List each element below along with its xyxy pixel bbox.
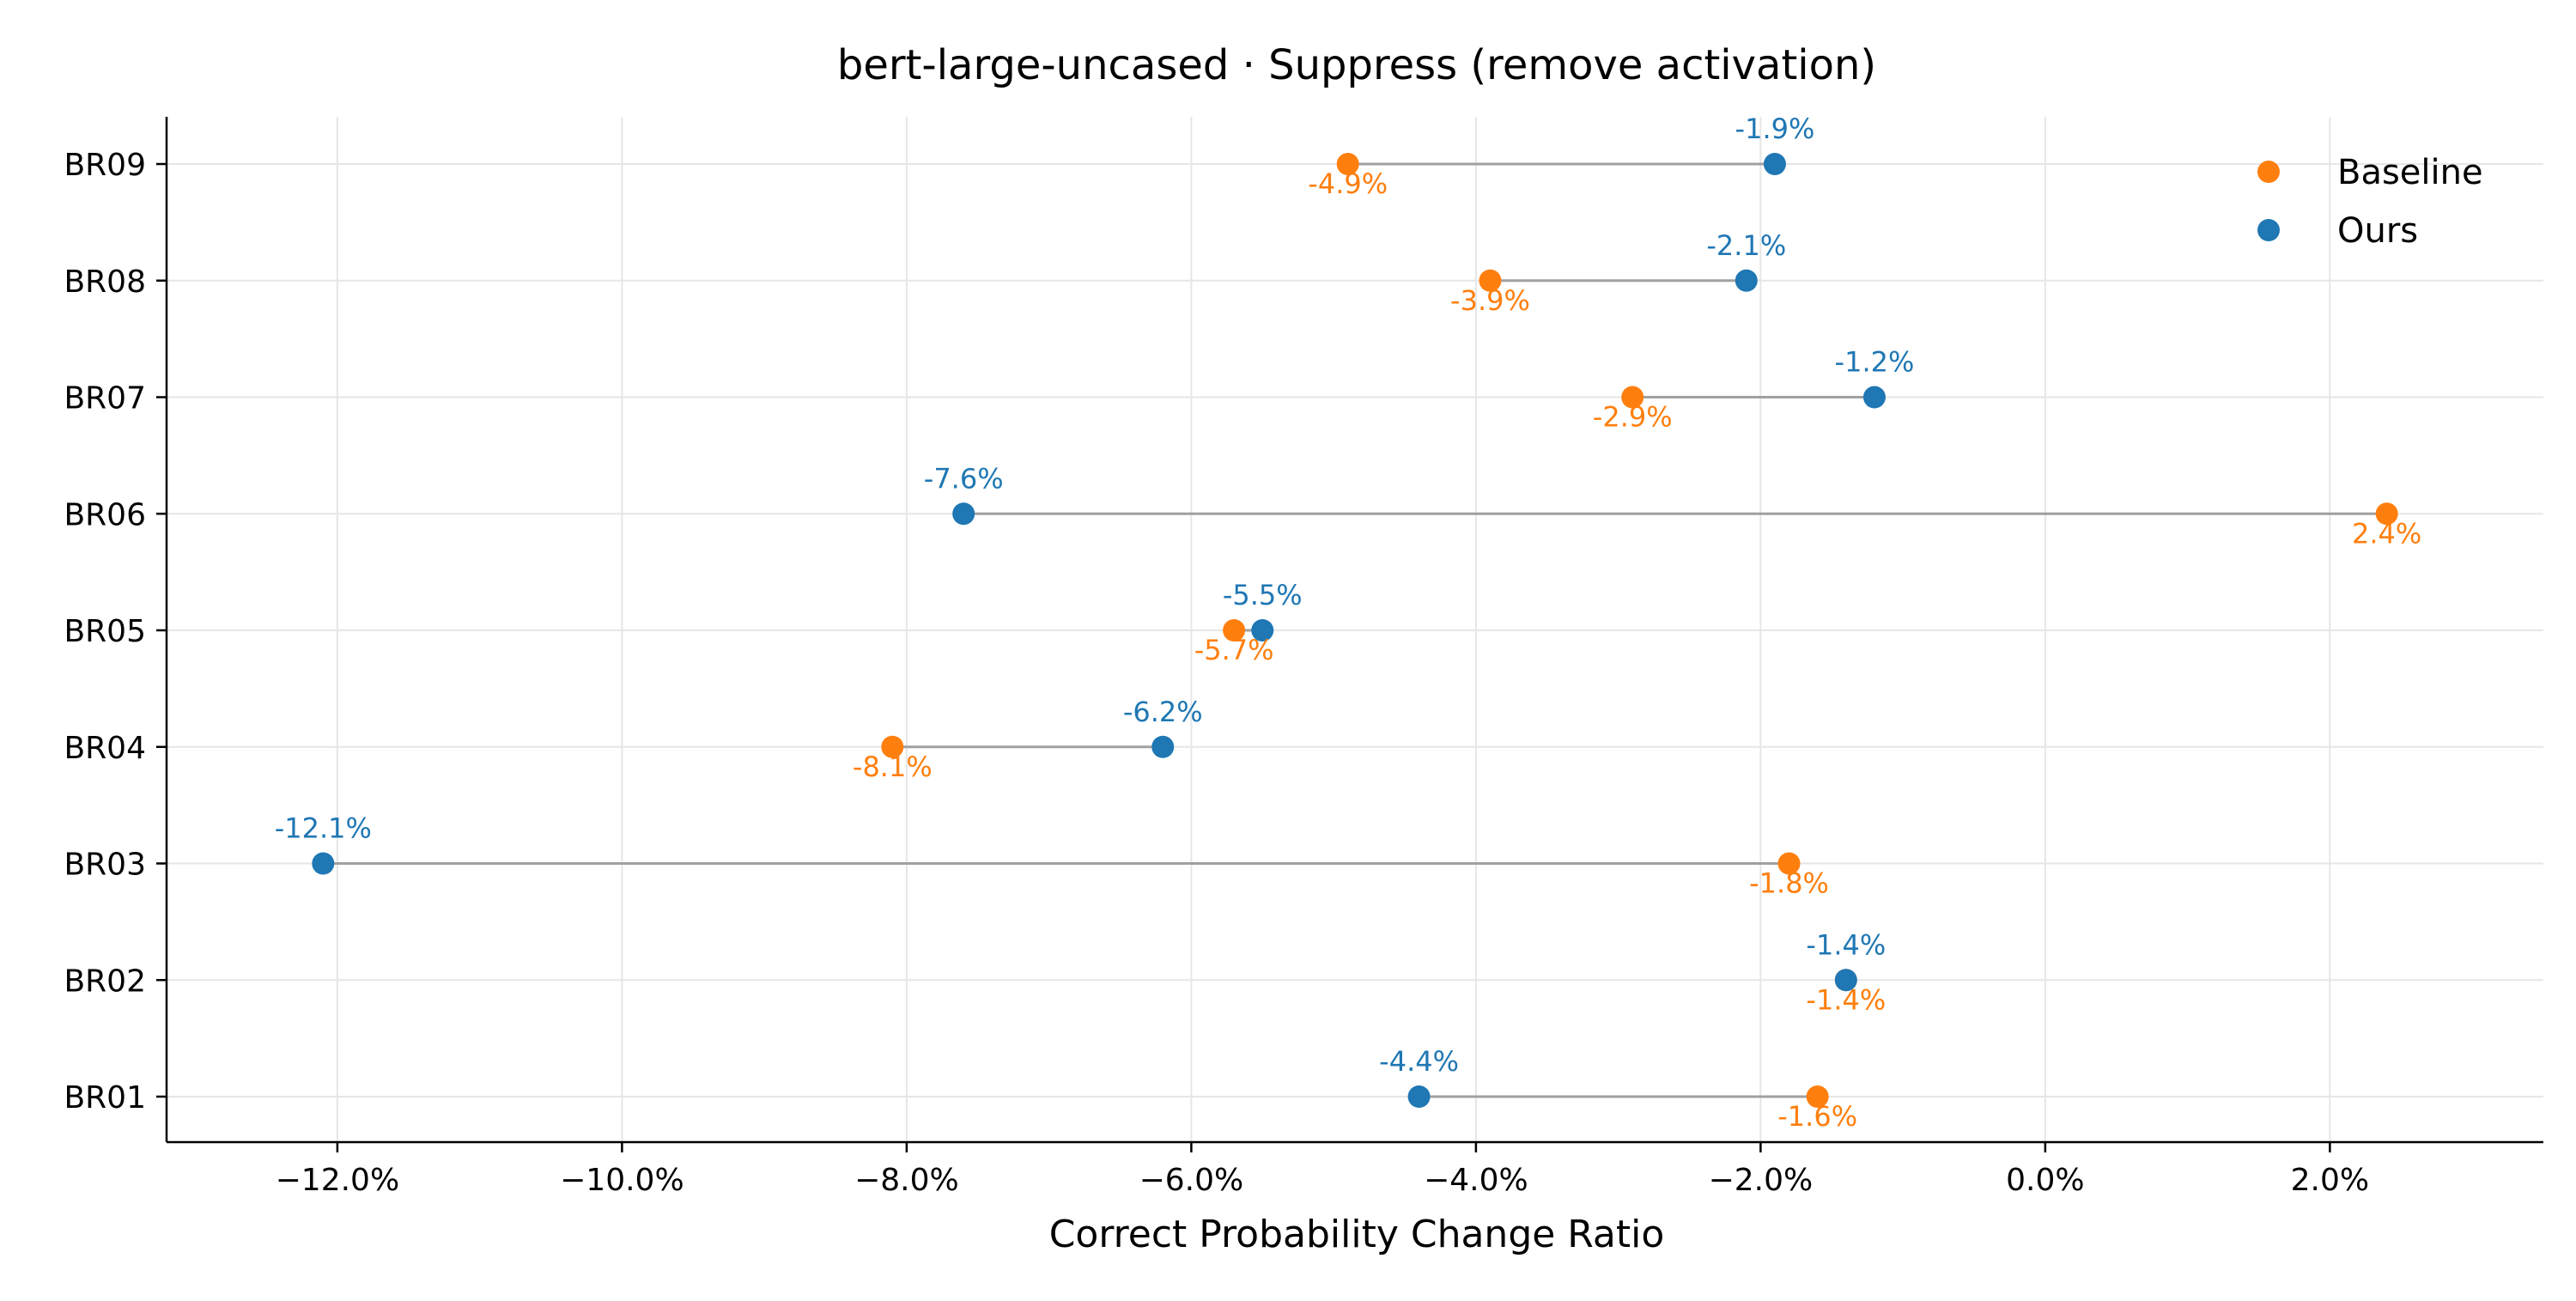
x-tick-label: −8.0% xyxy=(854,1163,959,1198)
baseline-point xyxy=(1806,1085,1829,1108)
legend-label-baseline: Baseline xyxy=(2337,153,2483,192)
baseline-data-label: -8.1% xyxy=(853,751,933,783)
ours-data-label: -12.1% xyxy=(275,812,372,845)
ours-point xyxy=(1763,153,1786,175)
ours-data-label: -1.9% xyxy=(1735,112,1815,145)
ours-point xyxy=(1407,1085,1431,1108)
baseline-point xyxy=(2375,502,2398,526)
legend-marker-ours xyxy=(2257,219,2280,241)
baseline-data-label: -1.6% xyxy=(1777,1100,1857,1133)
ours-point xyxy=(1834,969,1857,992)
chart-title: bert-large-uncased · Suppress (remove ac… xyxy=(837,41,1876,89)
y-tick-label: BR06 xyxy=(64,497,146,532)
y-tick-label: BR02 xyxy=(64,964,146,999)
x-tick-label: −6.0% xyxy=(1139,1163,1244,1198)
ours-data-label: -1.4% xyxy=(1806,928,1886,961)
ours-data-label: -1.2% xyxy=(1835,346,1915,379)
point-layer xyxy=(312,153,2398,1108)
ours-data-label: -4.4% xyxy=(1379,1045,1459,1078)
x-tick-label: −4.0% xyxy=(1424,1163,1528,1198)
y-tick-label: BR09 xyxy=(64,148,146,183)
baseline-data-label: -2.9% xyxy=(1593,401,1673,434)
y-tick-label: BR07 xyxy=(64,381,146,416)
connector-layer xyxy=(323,162,2387,1098)
y-tick-label: BR01 xyxy=(64,1080,146,1116)
x-tick-label: −12.0% xyxy=(276,1163,400,1198)
x-tick-label: 0.0% xyxy=(2006,1163,2084,1198)
baseline-point xyxy=(1336,153,1359,175)
ours-point xyxy=(312,852,335,875)
baseline-data-label: 2.4% xyxy=(2352,517,2421,550)
grid-layer xyxy=(167,117,2543,1142)
ours-point xyxy=(1151,735,1175,758)
legend: Baseline Ours xyxy=(2257,153,2483,251)
x-tick-label: 2.0% xyxy=(2291,1163,2369,1198)
baseline-data-label: -1.4% xyxy=(1806,983,1886,1016)
baseline-data-label: -3.9% xyxy=(1450,284,1530,317)
baseline-point xyxy=(1621,386,1644,409)
ours-point xyxy=(952,502,975,526)
ours-point xyxy=(1862,386,1886,409)
y-tick-label: BR04 xyxy=(64,731,146,766)
ours-data-label: -6.2% xyxy=(1123,696,1203,728)
ours-point xyxy=(1735,269,1758,292)
x-axis-title: Correct Probability Change Ratio xyxy=(1049,1213,1665,1256)
axis-layer: −12.0% −10.0% −8.0% −6.0% −4.0% −2.0% 0.0% 2.0%… xyxy=(64,117,2543,1198)
baseline-point xyxy=(881,735,904,758)
ours-data-label: -7.6% xyxy=(924,462,1004,495)
y-tick-label: BR08 xyxy=(64,264,146,300)
legend-label-ours: Ours xyxy=(2337,211,2418,251)
baseline-point xyxy=(1777,852,1801,875)
ours-data-label: -2.1% xyxy=(1706,229,1786,262)
ours-data-label: -5.5% xyxy=(1223,579,1303,611)
label-layer: -1.6% -1.4% -1.8% -8.1% -5.7% 2.4% -2.9% -3.9% -… xyxy=(275,112,2422,1133)
y-tick-label: BR03 xyxy=(64,848,146,883)
ours-point xyxy=(1251,619,1274,641)
x-tick-label: −10.0% xyxy=(560,1163,684,1198)
x-tick-label: −2.0% xyxy=(1709,1163,1814,1198)
baseline-point xyxy=(1223,619,1246,641)
legend-marker-baseline xyxy=(2257,161,2280,183)
baseline-data-label: -5.7% xyxy=(1194,634,1274,666)
baseline-point xyxy=(1479,269,1502,292)
y-tick-label: BR05 xyxy=(64,614,146,649)
baseline-data-label: -1.8% xyxy=(1749,867,1829,900)
baseline-data-label: -4.9% xyxy=(1308,167,1388,200)
